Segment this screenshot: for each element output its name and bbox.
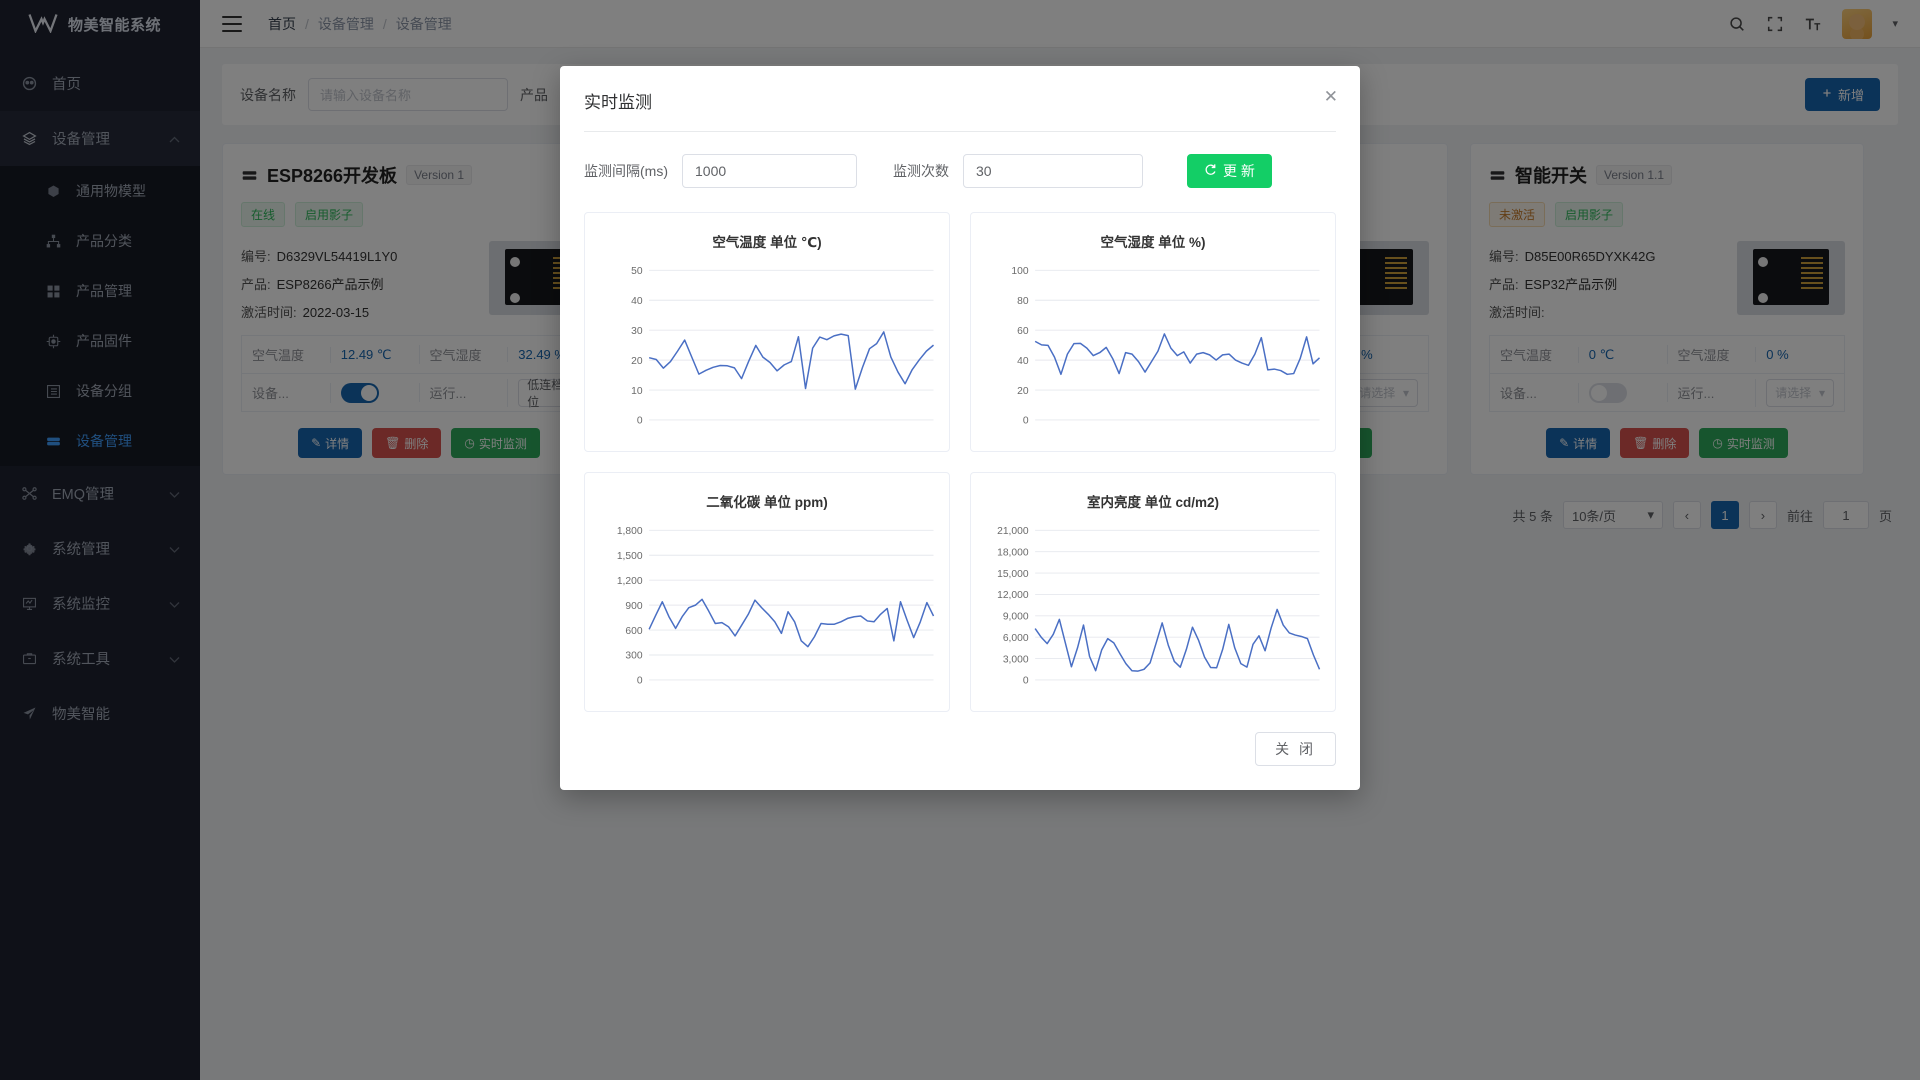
modal-title: 实时监测 <box>584 93 652 112</box>
chart-card-temperature: 空气温度 单位 ℃) 0 10 20 30 40 50 <box>584 212 950 452</box>
svg-text:100: 100 <box>1011 266 1028 277</box>
temperature-line-chart: 0 10 20 30 40 50 <box>631 266 934 427</box>
svg-text:80: 80 <box>1017 296 1029 307</box>
svg-text:0: 0 <box>1023 676 1029 687</box>
svg-text:20: 20 <box>631 356 643 367</box>
svg-text:1,200: 1,200 <box>617 576 643 587</box>
modal-header: 实时监测 ✕ <box>560 66 1360 132</box>
svg-text:18,000: 18,000 <box>997 547 1029 558</box>
svg-text:9,000: 9,000 <box>1003 612 1029 623</box>
chart-card-humidity: 空气湿度 单位 %) 0 20 40 60 80 100 <box>970 212 1336 452</box>
divider <box>584 131 1336 132</box>
svg-text:1,500: 1,500 <box>617 551 643 562</box>
modal-body: 监测间隔(ms) 1000 监测次数 30 更 新 空气温度 单位 ℃) 0 10… <box>560 132 1360 718</box>
svg-text:15,000: 15,000 <box>997 569 1029 580</box>
svg-text:20: 20 <box>1017 386 1029 397</box>
svg-text:21,000: 21,000 <box>997 526 1029 537</box>
svg-text:0: 0 <box>637 676 643 687</box>
chart-title: 二氧化碳 单位 ppm) <box>706 495 828 510</box>
svg-text:1,800: 1,800 <box>617 526 643 537</box>
interval-input[interactable]: 1000 <box>682 154 857 188</box>
svg-text:50: 50 <box>631 266 643 277</box>
svg-text:6,000: 6,000 <box>1003 633 1029 644</box>
svg-text:40: 40 <box>631 296 643 307</box>
svg-text:300: 300 <box>625 651 642 662</box>
chart-card-brightness: 室内亮度 单位 cd/m2) 0 3,000 6,000 9,000 12,000 15,… <box>970 472 1336 712</box>
close-icon[interactable]: ✕ <box>1323 87 1338 106</box>
chart-title: 室内亮度 单位 cd/m2) <box>1086 495 1219 510</box>
realtime-monitor-modal: 实时监测 ✕ 监测间隔(ms) 1000 监测次数 30 更 新 空气温度 单位 <box>560 66 1360 790</box>
svg-text:600: 600 <box>625 626 642 637</box>
svg-text:10: 10 <box>631 386 643 397</box>
co2-line-chart: 0 300 600 900 1,200 1,500 1,800 <box>617 526 935 687</box>
svg-text:30: 30 <box>631 326 643 337</box>
chart-title: 空气湿度 单位 %) <box>1100 235 1206 250</box>
charts-grid: 空气温度 单位 ℃) 0 10 20 30 40 50 空气湿度 单位 %) 0 20 40 6… <box>584 212 1336 712</box>
count-input[interactable]: 30 <box>963 154 1143 188</box>
humidity-line-chart: 0 20 40 60 80 100 <box>1011 266 1321 427</box>
chart-card-co2: 二氧化碳 单位 ppm) 0 300 600 900 1,200 1,500 1,800 <box>584 472 950 712</box>
svg-text:3,000: 3,000 <box>1003 654 1029 665</box>
refresh-icon <box>1204 163 1217 179</box>
count-label: 监测次数 <box>893 163 949 179</box>
svg-text:0: 0 <box>1023 416 1029 427</box>
interval-label: 监测间隔(ms) <box>584 163 668 179</box>
close-modal-button[interactable]: 关 闭 <box>1255 732 1336 766</box>
update-button[interactable]: 更 新 <box>1187 154 1272 188</box>
brightness-line-chart: 0 3,000 6,000 9,000 12,000 15,000 18,000 21,000 <box>997 526 1321 687</box>
svg-text:0: 0 <box>637 416 643 427</box>
modal-footer: 关 闭 <box>560 718 1360 790</box>
monitor-settings-row: 监测间隔(ms) 1000 监测次数 30 更 新 <box>584 154 1336 188</box>
chart-title: 空气温度 单位 ℃) <box>712 235 822 250</box>
svg-text:40: 40 <box>1017 356 1029 367</box>
update-button-label: 更 新 <box>1223 163 1255 179</box>
svg-text:60: 60 <box>1017 326 1029 337</box>
svg-text:12,000: 12,000 <box>997 590 1029 601</box>
svg-text:900: 900 <box>625 601 642 612</box>
